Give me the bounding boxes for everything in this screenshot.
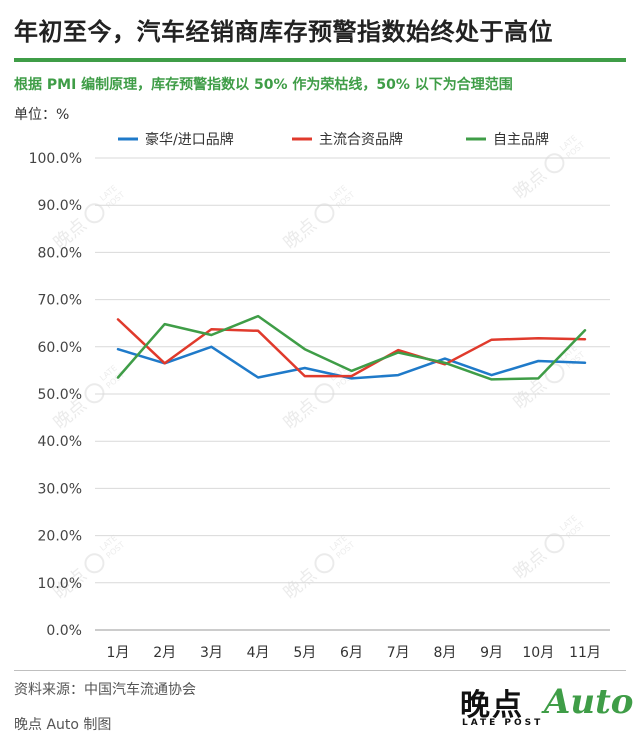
logo-en-text: LATE POST — [462, 718, 544, 728]
watermark-circle — [544, 363, 565, 384]
x-tick-label: 7月 — [387, 645, 410, 661]
legend-label: 主流合资品牌 — [319, 131, 403, 148]
watermark-circle — [314, 203, 335, 224]
watermark-circle — [84, 203, 105, 224]
watermark-circle — [84, 383, 105, 404]
legend-label: 自主品牌 — [493, 131, 549, 148]
x-tick-label: 10月 — [522, 645, 554, 661]
watermark-circle — [314, 553, 335, 574]
watermark-circle — [544, 153, 565, 174]
y-tick-label: 20.0% — [38, 529, 82, 545]
legend-label: 豪华/进口品牌 — [145, 131, 234, 148]
watermark-circle — [84, 553, 105, 574]
watermark-cn-text: 晚点 — [280, 565, 321, 604]
y-tick-label: 50.0% — [38, 387, 82, 403]
logo-auto-text: Auto — [544, 682, 634, 722]
y-tick-label: 40.0% — [38, 434, 82, 450]
title-divider — [14, 58, 626, 62]
footer-divider — [14, 670, 626, 671]
series-line-1 — [116, 345, 587, 380]
y-tick-label: 100.0% — [29, 151, 82, 167]
x-tick-label: 8月 — [433, 645, 456, 661]
x-tick-label: 6月 — [340, 645, 363, 661]
y-tick-label: 60.0% — [38, 340, 82, 356]
x-tick-label: 11月 — [569, 645, 601, 661]
x-tick-label: 5月 — [293, 645, 316, 661]
unit-label: 单位：% — [14, 107, 70, 123]
series-line-2 — [116, 318, 587, 378]
x-tick-label: 2月 — [153, 645, 176, 661]
chart-title: 年初至今，汽车经销商库存预警指数始终处于高位 — [14, 18, 553, 46]
chart-subtitle: 根据 PMI 编制原理，库存预警指数以 50% 作为荣枯线，50% 以下为合理范… — [14, 77, 513, 93]
latepost-auto-logo: 晚点 LATE POST Auto — [460, 680, 633, 732]
y-tick-label: 0.0% — [46, 623, 82, 639]
y-tick-label: 10.0% — [38, 576, 82, 592]
watermark-circle — [544, 533, 565, 554]
watermark-cn-text: 晚点 — [280, 215, 321, 254]
y-tick-label: 30.0% — [38, 481, 82, 497]
y-tick-label: 80.0% — [38, 245, 82, 261]
y-tick-label: 90.0% — [38, 198, 82, 214]
credit-note: 晚点 Auto 制图 — [14, 717, 112, 733]
x-tick-label: 9月 — [480, 645, 503, 661]
watermark-circle — [314, 383, 335, 404]
x-tick-label: 4月 — [247, 645, 270, 661]
logo-cn-text: 晚点 — [460, 688, 524, 723]
watermark-cn-text: 晚点 — [280, 395, 321, 434]
watermark-cn-text: 晚点 — [510, 545, 551, 584]
x-tick-label: 3月 — [200, 645, 223, 661]
series-line-3 — [116, 314, 587, 381]
source-note: 资料来源：中国汽车流通协会 — [14, 682, 196, 698]
x-tick-label: 1月 — [107, 645, 130, 661]
watermark-cn-text: 晚点 — [510, 165, 551, 204]
y-tick-label: 70.0% — [38, 293, 82, 309]
